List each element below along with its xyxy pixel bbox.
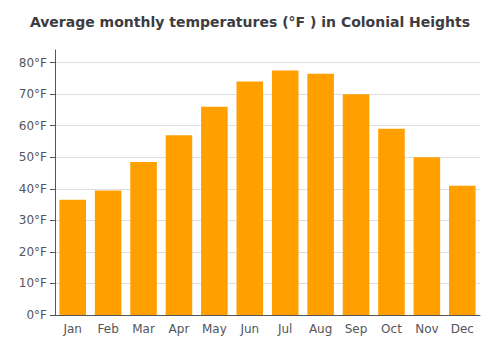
svg-text:Oct: Oct bbox=[381, 322, 402, 336]
svg-text:20°F: 20°F bbox=[19, 245, 47, 259]
svg-text:0°F: 0°F bbox=[26, 308, 47, 322]
svg-text:Jul: Jul bbox=[277, 322, 292, 336]
svg-text:May: May bbox=[202, 322, 227, 336]
svg-text:70°F: 70°F bbox=[19, 87, 47, 101]
svg-text:50°F: 50°F bbox=[19, 150, 47, 164]
svg-text:40°F: 40°F bbox=[19, 182, 47, 196]
svg-text:80°F: 80°F bbox=[19, 56, 47, 70]
svg-text:Feb: Feb bbox=[98, 322, 119, 336]
svg-text:60°F: 60°F bbox=[19, 119, 47, 133]
svg-text:Sep: Sep bbox=[345, 322, 368, 336]
svg-text:Average monthly temperatures (: Average monthly temperatures (°F ) in Co… bbox=[30, 14, 470, 30]
svg-text:Aug: Aug bbox=[309, 322, 332, 336]
svg-text:Mar: Mar bbox=[132, 322, 155, 336]
svg-text:Jun: Jun bbox=[239, 322, 259, 336]
svg-text:Apr: Apr bbox=[169, 322, 190, 336]
svg-text:Nov: Nov bbox=[415, 322, 438, 336]
svg-text:Jan: Jan bbox=[62, 322, 82, 336]
svg-text:Dec: Dec bbox=[451, 322, 474, 336]
svg-text:30°F: 30°F bbox=[19, 213, 47, 227]
svg-text:10°F: 10°F bbox=[19, 276, 47, 290]
